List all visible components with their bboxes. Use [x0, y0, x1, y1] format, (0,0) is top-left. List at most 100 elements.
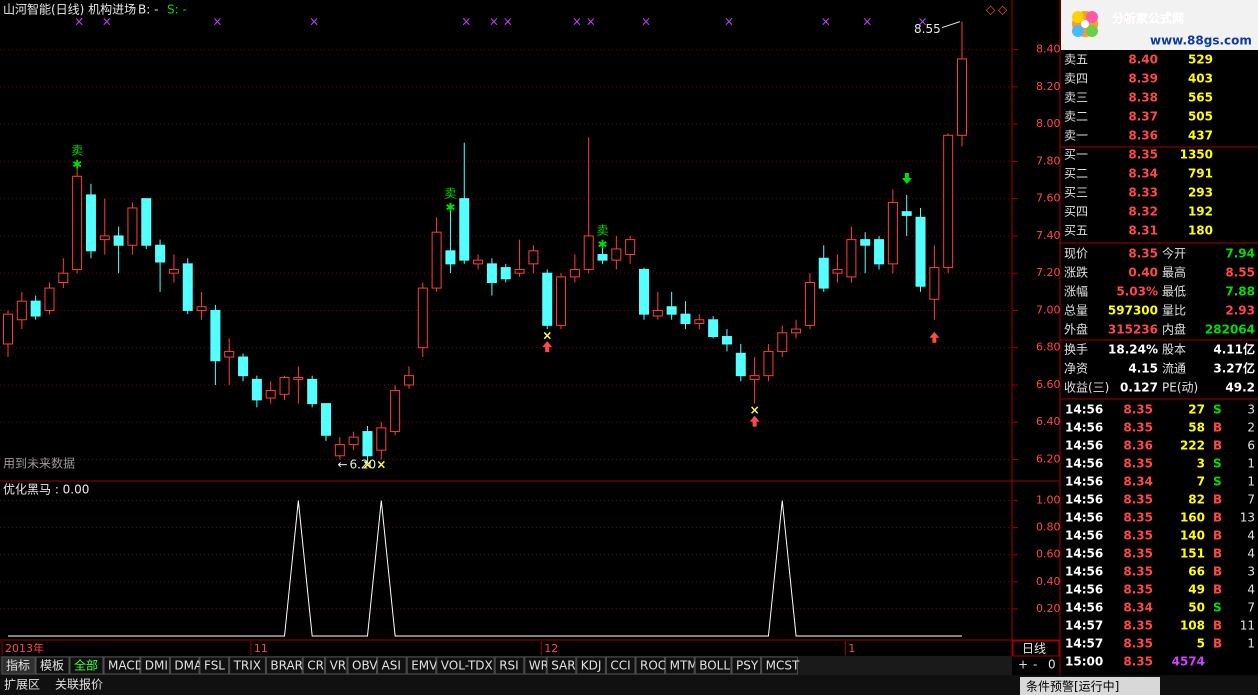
zoom-button[interactable]: + [1018, 658, 1028, 672]
period-box[interactable] [1012, 640, 1060, 657]
y-tick-label: 8.00 [1036, 117, 1061, 130]
tab-label[interactable]: DMI [145, 659, 168, 673]
tab-label[interactable]: 指标 [6, 658, 30, 673]
tab-label[interactable]: 关联报价 [55, 677, 103, 692]
tab-label[interactable]: 模板 [40, 659, 64, 673]
stat-label: 净资 [1064, 362, 1088, 376]
tab-label[interactable]: SAR [551, 659, 575, 673]
tab-label[interactable]: 全部 [74, 658, 98, 673]
tab[interactable] [302, 656, 326, 675]
tab[interactable] [665, 656, 695, 675]
period[interactable]: 日线 [1022, 642, 1046, 656]
tab-label[interactable]: OBV [352, 659, 378, 673]
logo-name: 分析家公式网 [1112, 11, 1184, 26]
y-tick-label: 0.20 [1036, 602, 1061, 615]
candle-body [943, 134, 954, 269]
trade-side: B [1213, 583, 1222, 597]
buy-arrow [542, 341, 553, 353]
trade-price: 8.34 [1123, 601, 1153, 615]
y-tick-label: 7.80 [1036, 154, 1061, 167]
tab-label[interactable]: FSL [204, 659, 225, 673]
tab[interactable] [377, 656, 407, 675]
trade-volume: 82 [1188, 493, 1205, 507]
candle-body [99, 235, 110, 241]
tab[interactable] [406, 656, 437, 675]
stat-value: 7.94 [1225, 247, 1255, 261]
status-box [1020, 677, 1160, 695]
tab[interactable] [576, 656, 606, 675]
candle-body [362, 431, 373, 457]
tab-label[interactable]: MACD [108, 659, 144, 673]
tab-label[interactable]: WR [529, 659, 549, 673]
candle-body [556, 276, 567, 326]
tab[interactable] [265, 656, 303, 675]
tab[interactable] [35, 656, 70, 675]
tab[interactable] [347, 656, 378, 675]
tab-label[interactable]: 扩展区 [4, 678, 40, 692]
trade-price: 8.35 [1123, 547, 1153, 561]
tab[interactable] [229, 656, 266, 675]
tab-label[interactable]: ROC [640, 659, 666, 673]
trade-price: 8.35 [1123, 403, 1153, 417]
trade-time: 14:57 [1065, 637, 1103, 651]
tab[interactable] [140, 656, 170, 675]
candle-body [735, 352, 746, 377]
tab[interactable] [546, 656, 577, 675]
tab-label[interactable]: PSY [736, 659, 759, 673]
tab[interactable] [325, 656, 348, 675]
trade-count: 1 [1247, 637, 1255, 651]
s-label: S: - [167, 3, 187, 17]
tab-label[interactable]: ASI [382, 659, 401, 673]
tab-label[interactable]: CCI [610, 659, 630, 673]
stat-value: 315236 [1108, 323, 1158, 337]
trade-side: S [1213, 403, 1222, 417]
tab-label[interactable]: BOLL [699, 659, 730, 673]
tab[interactable] [694, 656, 732, 675]
candle-body [307, 378, 318, 405]
tab-label[interactable]: RSI [499, 659, 519, 673]
tab[interactable] [436, 656, 495, 675]
zoom-button[interactable]: 0 [1048, 658, 1056, 672]
tab[interactable] [103, 656, 141, 675]
tab[interactable] [494, 656, 525, 675]
icon[interactable]: ◇ [998, 3, 1008, 17]
tab-label[interactable]: KDJ [581, 659, 602, 673]
tab-label[interactable]: BRAR [270, 659, 303, 673]
tab-label[interactable]: EMV [411, 659, 438, 673]
tab-label[interactable]: MCST [766, 659, 800, 673]
tab[interactable] [605, 656, 636, 675]
tab[interactable] [1, 656, 36, 675]
tab[interactable] [761, 656, 798, 675]
stat-value: 282064 [1205, 323, 1255, 337]
stat-value: 0.127 [1120, 381, 1158, 395]
candle-body [611, 248, 622, 261]
tab[interactable] [199, 656, 230, 675]
book-label: 买五 [1064, 224, 1088, 238]
tab[interactable] [635, 656, 666, 675]
tab-label[interactable]: CR [307, 659, 324, 673]
marker-x: × [212, 15, 222, 29]
tab-label[interactable]: TRIX [233, 659, 261, 673]
icon[interactable]: ◇ [986, 3, 996, 17]
trade-price: 8.34 [1123, 475, 1153, 489]
stat-label: 换手 [1064, 343, 1088, 357]
tab-label[interactable]: MTM [670, 659, 698, 673]
tab[interactable] [731, 656, 762, 675]
trade-price: 8.35 [1123, 529, 1153, 543]
tab[interactable] [69, 656, 104, 675]
candle-body [348, 436, 359, 446]
tab-label[interactable]: VOL-TDX [441, 659, 493, 673]
tab-label[interactable]: DMA [174, 659, 203, 673]
candle-body [832, 268, 843, 274]
sell-signal: 卖 [444, 186, 456, 200]
trade-price: 8.36 [1123, 439, 1153, 453]
y-tick-label: 8.20 [1036, 80, 1061, 93]
trade-volume: 66 [1188, 565, 1205, 579]
candle-body [804, 281, 815, 326]
stat-label: 涨幅 [1064, 284, 1088, 299]
tab[interactable] [524, 656, 547, 675]
zoom-button[interactable]: - [1033, 658, 1037, 672]
tab-label[interactable]: VR [330, 659, 347, 673]
book-volume: 437 [1188, 129, 1213, 143]
tab[interactable] [169, 656, 200, 675]
